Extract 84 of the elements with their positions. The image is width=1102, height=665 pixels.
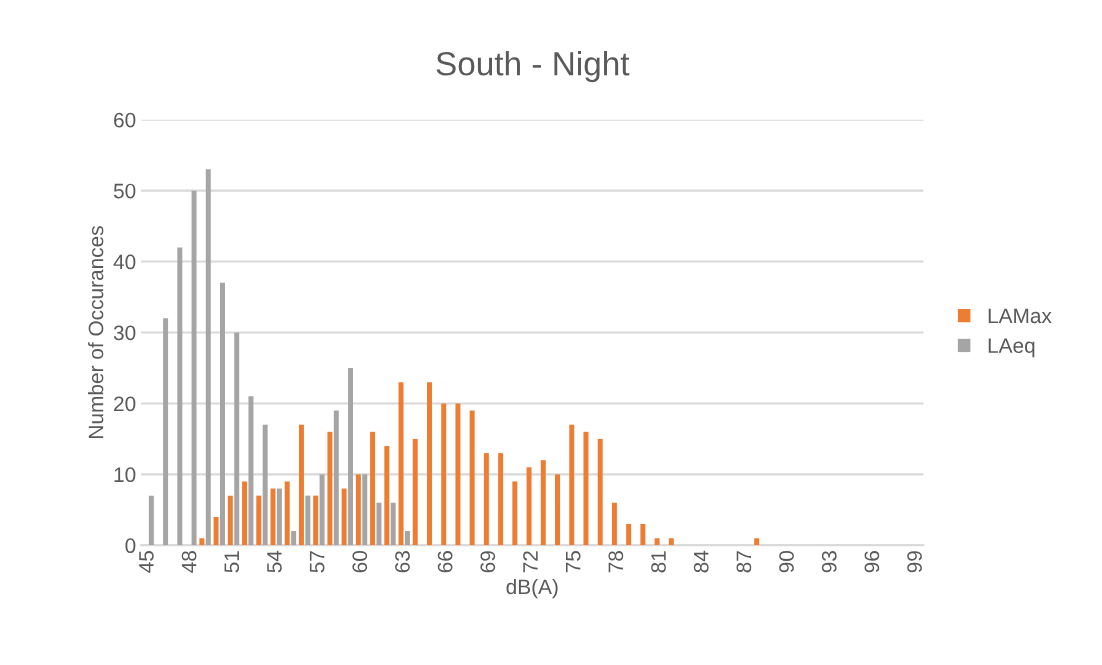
y-tick-label: 50 bbox=[113, 183, 136, 199]
bar bbox=[483, 453, 489, 546]
bar bbox=[498, 453, 504, 546]
bar bbox=[319, 474, 325, 546]
bar bbox=[398, 382, 404, 546]
bar bbox=[754, 538, 760, 546]
bar bbox=[512, 481, 518, 546]
x-tick-label: 48 bbox=[181, 551, 197, 573]
bar bbox=[441, 403, 447, 546]
bar bbox=[355, 474, 361, 546]
legend-label: LAeq bbox=[988, 338, 1035, 358]
bar bbox=[248, 396, 254, 546]
bar bbox=[370, 431, 376, 546]
bar bbox=[227, 495, 233, 546]
bar bbox=[276, 488, 282, 546]
x-tick-label: 81 bbox=[651, 551, 666, 573]
x-tick-label: 69 bbox=[480, 551, 496, 573]
bar bbox=[177, 247, 183, 546]
bar bbox=[234, 332, 240, 546]
y-tick-label: 20 bbox=[114, 396, 136, 412]
bar bbox=[291, 531, 297, 546]
bar bbox=[298, 424, 304, 546]
x-tick-label: 57 bbox=[309, 551, 325, 573]
legend-label: LAMax bbox=[988, 308, 1052, 324]
bar bbox=[333, 410, 339, 546]
bar bbox=[242, 481, 248, 546]
x-tick-label: 96 bbox=[864, 551, 880, 573]
bar bbox=[455, 403, 461, 546]
bar bbox=[540, 460, 546, 546]
x-axis-title: dB(A) bbox=[506, 578, 558, 599]
bar bbox=[148, 495, 154, 546]
x-tick-label: 90 bbox=[779, 550, 794, 573]
y-tick-label: 40 bbox=[113, 254, 136, 270]
bar bbox=[305, 495, 311, 546]
x-tick-label: 84 bbox=[693, 550, 709, 573]
bar bbox=[583, 431, 589, 546]
bar bbox=[626, 524, 632, 546]
bar bbox=[404, 531, 410, 546]
x-tick-label: 93 bbox=[821, 551, 837, 573]
bar bbox=[256, 495, 262, 546]
bar bbox=[163, 318, 169, 546]
bar bbox=[362, 474, 368, 546]
bar bbox=[313, 495, 319, 546]
x-tick-label: 54 bbox=[267, 550, 282, 573]
x-tick-label: 99 bbox=[907, 551, 922, 573]
bar bbox=[199, 538, 205, 546]
bar bbox=[213, 516, 219, 546]
bar bbox=[469, 410, 475, 546]
x-tick-label: 78 bbox=[608, 551, 624, 573]
bar bbox=[597, 438, 603, 546]
x-tick-label: 51 bbox=[224, 551, 240, 573]
bar bbox=[376, 502, 382, 546]
x-tick-label: 60 bbox=[352, 550, 368, 573]
y-tick-label: 0 bbox=[125, 538, 136, 554]
chart-title: South - Night bbox=[436, 51, 630, 83]
bar bbox=[262, 424, 268, 546]
bar bbox=[390, 502, 396, 546]
bar bbox=[569, 424, 575, 546]
bar bbox=[668, 538, 674, 546]
bar bbox=[327, 431, 333, 546]
y-tick-label: 10 bbox=[114, 467, 136, 483]
x-tick-label: 72 bbox=[523, 551, 538, 573]
x-tick-label: 87 bbox=[736, 551, 752, 573]
bar bbox=[348, 367, 354, 546]
bar bbox=[426, 382, 432, 546]
bar bbox=[341, 488, 347, 546]
y-tick-label: 30 bbox=[113, 325, 136, 341]
bar bbox=[526, 467, 532, 546]
bar bbox=[191, 190, 197, 546]
x-tick-label: 66 bbox=[437, 551, 453, 573]
bar bbox=[205, 169, 211, 546]
bar bbox=[555, 474, 561, 546]
bar bbox=[611, 502, 617, 546]
bar bbox=[384, 445, 390, 546]
x-tick-label: 45 bbox=[139, 551, 154, 573]
bar bbox=[412, 438, 418, 546]
y-tick-label: 60 bbox=[114, 112, 136, 128]
bar bbox=[654, 538, 660, 546]
bar bbox=[640, 524, 646, 546]
x-tick-label: 63 bbox=[395, 551, 410, 573]
x-tick-label: 75 bbox=[566, 551, 581, 573]
bar bbox=[284, 481, 290, 546]
y-axis-title: Number of Occurances bbox=[88, 226, 104, 438]
bar bbox=[220, 282, 225, 546]
